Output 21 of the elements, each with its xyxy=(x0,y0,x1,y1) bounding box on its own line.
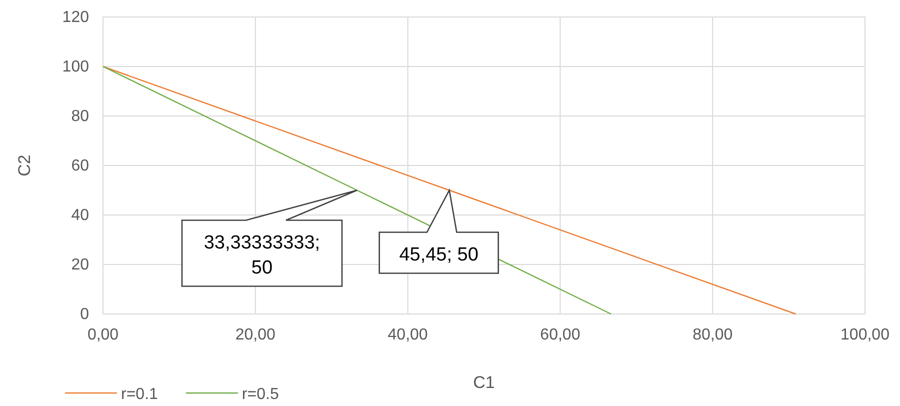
x-tick-label: 60,00 xyxy=(540,326,580,344)
y-tick-label: 40 xyxy=(71,207,90,224)
y-tick-label: 60 xyxy=(71,158,90,175)
x-tick-label: 0,00 xyxy=(87,326,119,344)
y-tick-label: 20 xyxy=(71,256,90,274)
callout: 45,45; 50 xyxy=(378,188,499,274)
x-tick-label: 100,00 xyxy=(840,326,890,344)
y-tick-label: 100 xyxy=(62,58,90,76)
x-axis-title: C1 xyxy=(473,373,495,392)
y-tick-label: 80 xyxy=(71,108,90,126)
y-tick-label: 0 xyxy=(80,306,90,324)
legend-label: r=0.5 xyxy=(242,386,279,403)
x-tick-label: 20,00 xyxy=(235,326,276,344)
y-tick-label: 120 xyxy=(62,9,90,26)
x-tick-label: 80,00 xyxy=(692,326,733,344)
y-axis-title: C2 xyxy=(15,154,34,176)
x-tick-label: 40,00 xyxy=(388,326,428,344)
annotation: 45,45; 50 xyxy=(399,244,478,266)
legend-label: r=0.1 xyxy=(121,386,158,403)
annotation: 33,33333333; 50 xyxy=(204,232,320,278)
callout: 33,33333333; 50 xyxy=(181,190,358,287)
